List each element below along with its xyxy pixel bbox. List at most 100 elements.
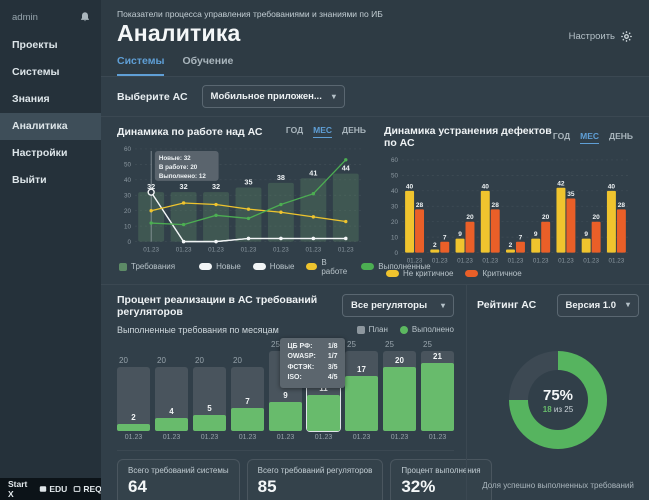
svg-text:38: 38 (277, 173, 285, 182)
svg-text:20: 20 (542, 214, 550, 221)
monthly-bar[interactable]: 25 20 01.23 (383, 340, 416, 441)
svg-text:01.23: 01.23 (609, 258, 625, 265)
donut-caption: Доля успешно выполненных требований (482, 481, 634, 490)
version-select[interactable]: Версия 1.0 ▾ (556, 293, 639, 317)
svg-text:40: 40 (124, 177, 131, 184)
work-period-МЕС[interactable]: МЕС (313, 125, 333, 138)
legend-Выполненные[interactable]: Выполненные (361, 262, 431, 271)
svg-text:40: 40 (391, 188, 398, 195)
req-link[interactable]: REQ (73, 484, 102, 494)
legend-swatch (199, 263, 213, 271)
svg-text:20: 20 (124, 208, 131, 215)
svg-text:41: 41 (309, 168, 317, 177)
user-row: admin (0, 0, 101, 32)
regulators-section: Процент реализации в АС требований регул… (101, 285, 492, 500)
defects-period-ДЕНЬ[interactable]: ДЕНЬ (609, 130, 633, 141)
legend-Не критичное[interactable]: Не критичное (386, 269, 453, 278)
svg-text:01.23: 01.23 (176, 247, 192, 254)
rating-title: Рейтинг АС (477, 299, 537, 312)
monthly-bar[interactable]: 25 21 01.23 (421, 340, 454, 441)
rating-section: Рейтинг АС Версия 1.0 ▾ 75% 18 из 25 (466, 284, 649, 500)
stat-value: 64 (128, 476, 147, 496)
monthly-bar[interactable]: 20 4 01.23 (155, 356, 188, 441)
work-period-ГОД[interactable]: ГОД (285, 125, 304, 135)
tab-bar: Системы Обучение (101, 47, 649, 77)
legend-swatch (356, 325, 365, 334)
page-subtitle: Показатели процесса управления требовани… (117, 9, 383, 19)
configure-button[interactable]: Настроить (569, 30, 633, 47)
svg-text:10: 10 (124, 223, 131, 230)
monthly-bar[interactable]: 20 2 01.23 (117, 356, 150, 441)
legend-Выполнено[interactable]: Выполнено (399, 325, 454, 334)
defects-chart[interactable]: 0 10 20 30 40 50 60 01.23 01.23 01.23 01.23 01.23 01… (384, 150, 633, 268)
defects-chart-period-toggle: ГОД МЕС ДЕНЬ (553, 131, 633, 144)
rating-donut-chart[interactable]: 75% 18 из 25 (509, 351, 607, 450)
legend-Новые[interactable]: Новые (199, 262, 241, 271)
chevron-down-icon: ▾ (625, 300, 630, 310)
monthly-bar[interactable]: 25 17 01.23 (345, 340, 378, 441)
svg-text:20: 20 (592, 214, 600, 221)
sidebar-item-knowledge[interactable]: Знания (12, 93, 50, 105)
select-as-label: Выберите АС (117, 90, 188, 103)
sidebar: admin Проекты Системы Знания Аналитика Н… (0, 0, 102, 500)
sidebar-item-systems[interactable]: Системы (12, 66, 60, 78)
sidebar-item-analytics[interactable]: Аналитика (0, 113, 101, 140)
regulators-select[interactable]: Все регуляторы ▾ (342, 294, 454, 318)
monthly-tooltip: ЦБ РФ: 1/8 OWASP: 1/7 ФСТЭК: 3/5 ISO: 4/5 (280, 337, 345, 388)
regulators-title: Процент реализации в АС требований регул… (117, 293, 318, 318)
svg-text:20: 20 (466, 214, 474, 221)
legend-План[interactable]: План (356, 325, 388, 334)
stat-card-completion-percent: Процент выполнения 32% (390, 458, 492, 500)
svg-text:50: 50 (124, 162, 131, 169)
legend-В работе[interactable]: В работе (306, 258, 349, 276)
svg-text:32: 32 (212, 182, 220, 191)
work-dynamics-panel: Динамика по работе над АС ГОД МЕС ДЕНЬ 0 10… (117, 125, 431, 281)
sidebar-item-projects[interactable]: Проекты (12, 39, 58, 51)
svg-text:01.23: 01.23 (338, 247, 354, 254)
svg-text:01.23: 01.23 (533, 258, 549, 265)
work-chart-title: Динамика по работе над АС (117, 125, 263, 138)
page-title: Аналитика (117, 20, 241, 46)
legend-swatch (119, 262, 127, 271)
svg-text:28: 28 (492, 202, 500, 209)
svg-text:32: 32 (180, 182, 188, 191)
monthly-bar[interactable]: 20 7 01.23 (231, 356, 264, 441)
legend-swatch (252, 263, 266, 271)
svg-text:01.23: 01.23 (143, 247, 159, 254)
legend-Новые[interactable]: Новые (252, 262, 294, 271)
work-period-ДЕНЬ[interactable]: ДЕНЬ (342, 125, 366, 135)
svg-text:2: 2 (433, 242, 437, 249)
work-dynamics-chart[interactable]: 0 10 20 30 40 50 60 01.23 01.23 01.23 01.23 01.23 01… (117, 139, 366, 257)
svg-text:2: 2 (509, 242, 513, 249)
edu-link[interactable]: EDU (39, 484, 67, 494)
svg-text:01.23: 01.23 (407, 258, 423, 265)
defects-period-МЕС[interactable]: МЕС (580, 131, 600, 144)
donut-subtitle: 18 из 25 (542, 404, 574, 414)
svg-text:9: 9 (584, 231, 588, 238)
legend-Требования[interactable]: Требования (119, 262, 175, 271)
as-select[interactable]: Мобильное приложен... ▾ (201, 85, 345, 108)
svg-text:01.23: 01.23 (208, 247, 224, 254)
defects-panel: Динамика устранения дефектов по АС ГОД МЕ… (384, 125, 633, 281)
legend-Критичное[interactable]: Критичное (465, 269, 522, 278)
sidebar-item-settings[interactable]: Настройки (12, 147, 68, 159)
svg-text:0: 0 (394, 250, 398, 257)
defects-period-ГОД[interactable]: ГОД (552, 130, 571, 141)
svg-text:0: 0 (127, 239, 131, 246)
notifications-bell-icon[interactable] (79, 11, 91, 23)
edu-icon (40, 486, 47, 492)
monthly-bar[interactable]: 20 5 01.23 (193, 356, 226, 441)
svg-text:9: 9 (458, 231, 462, 238)
work-chart-period-toggle: ГОД МЕС ДЕНЬ (286, 125, 366, 138)
svg-text:35: 35 (244, 178, 252, 187)
stats-row: Всего требований системы 64 Всего требов… (117, 449, 492, 500)
sidebar-item-logout[interactable]: Выйти (12, 174, 47, 186)
svg-text:01.23: 01.23 (508, 258, 524, 265)
svg-text:01.23: 01.23 (241, 247, 257, 254)
defects-chart-legend: Не критичное Критичное (386, 269, 631, 278)
tab-training[interactable]: Обучение (182, 55, 234, 67)
stat-value: 32% (401, 476, 436, 496)
chevron-down-icon: ▾ (331, 91, 336, 101)
tab-systems[interactable]: Системы (117, 55, 165, 76)
